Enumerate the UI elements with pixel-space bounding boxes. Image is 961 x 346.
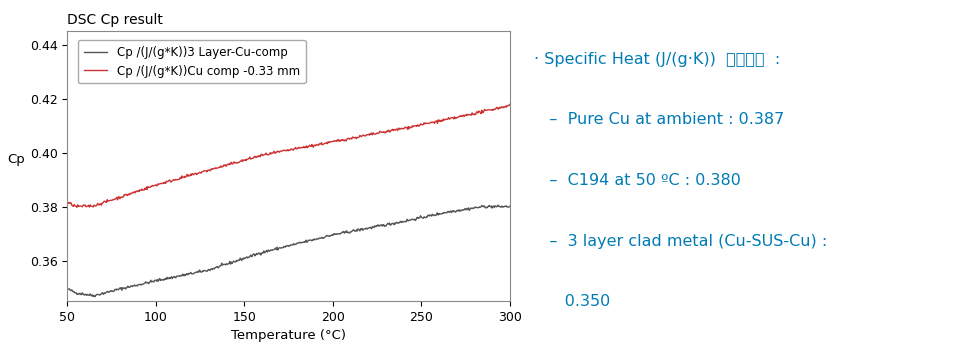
Text: 0.350: 0.350 [533, 294, 609, 309]
Cp /(J/(g*K))3 Layer-Cu-comp [492, 203, 504, 207]
Cp /(J/(g*K))3 Layer-Cu-comp [88, 295, 100, 299]
Cp /(J/(g*K))3 Layer-Cu-comp [357, 227, 369, 231]
Cp /(J/(g*K))3 Layer-Cu-comp [176, 274, 187, 278]
Cp /(J/(g*K))Cu comp -0.33 mm [71, 205, 83, 209]
Line: Cp /(J/(g*K))Cu comp -0.33 mm: Cp /(J/(g*K))Cu comp -0.33 mm [67, 104, 509, 207]
Text: –  Pure Cu at ambient : 0.387: – Pure Cu at ambient : 0.387 [533, 112, 783, 127]
Cp /(J/(g*K))3 Layer-Cu-comp [504, 204, 515, 208]
Cp /(J/(g*K))3 Layer-Cu-comp [262, 248, 274, 252]
Y-axis label: Cp: Cp [7, 153, 25, 166]
Text: –  3 layer clad metal (Cu-SUS-Cu) :: – 3 layer clad metal (Cu-SUS-Cu) : [533, 234, 826, 248]
Cp /(J/(g*K))Cu comp -0.33 mm [395, 126, 407, 130]
Cp /(J/(g*K))Cu comp -0.33 mm [176, 174, 187, 178]
Text: DSC Cp result: DSC Cp result [67, 13, 163, 27]
Cp /(J/(g*K))Cu comp -0.33 mm [62, 200, 73, 204]
Cp /(J/(g*K))Cu comp -0.33 mm [262, 153, 274, 157]
Cp /(J/(g*K))Cu comp -0.33 mm [323, 140, 334, 145]
Cp /(J/(g*K))3 Layer-Cu-comp [395, 220, 407, 225]
Text: · Specific Heat (J/(g·K))  측정결과  :: · Specific Heat (J/(g·K)) 측정결과 : [533, 52, 779, 67]
Cp /(J/(g*K))3 Layer-Cu-comp [323, 234, 334, 238]
Cp /(J/(g*K))Cu comp -0.33 mm [357, 133, 369, 137]
X-axis label: Temperature (°C): Temperature (°C) [231, 329, 346, 342]
Cp /(J/(g*K))Cu comp -0.33 mm [140, 185, 152, 189]
Cp /(J/(g*K))Cu comp -0.33 mm [504, 102, 515, 107]
Text: –  C194 at 50 ºC : 0.380: – C194 at 50 ºC : 0.380 [533, 173, 740, 188]
Line: Cp /(J/(g*K))3 Layer-Cu-comp: Cp /(J/(g*K))3 Layer-Cu-comp [67, 205, 509, 297]
Cp /(J/(g*K))3 Layer-Cu-comp [140, 281, 152, 285]
Legend: Cp /(J/(g*K))3 Layer-Cu-comp, Cp /(J/(g*K))Cu comp -0.33 mm: Cp /(J/(g*K))3 Layer-Cu-comp, Cp /(J/(g*… [78, 40, 306, 83]
Cp /(J/(g*K))3 Layer-Cu-comp [62, 286, 73, 291]
